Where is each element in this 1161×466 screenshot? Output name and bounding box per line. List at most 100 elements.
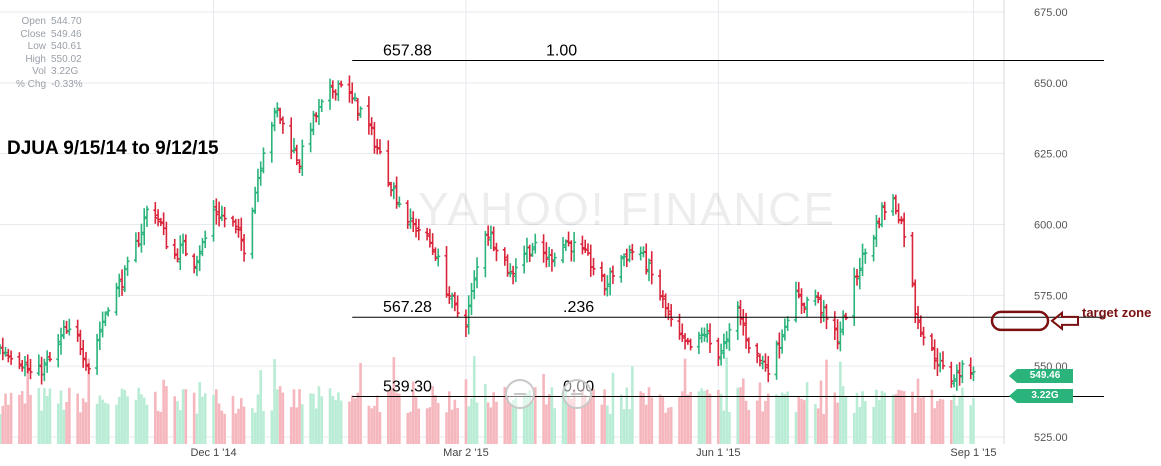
ohlc-bar: [391, 182, 396, 200]
volume-bar: [445, 412, 448, 444]
ohlc-bar: [513, 258, 518, 283]
volume-bar: [120, 388, 124, 444]
ohlc-bar: [436, 248, 441, 267]
volume-bar: [115, 404, 118, 444]
ohlc-bar: [816, 291, 821, 304]
volume-bar: [855, 392, 859, 444]
ohlc-bar: [125, 256, 130, 276]
ohlc-bar: [524, 237, 529, 263]
ohlc-bar: [960, 360, 965, 384]
volume-bar: [234, 413, 238, 444]
ohlc-bar: [580, 235, 585, 255]
volume-bar: [955, 405, 959, 444]
volume-bar: [664, 412, 667, 444]
ohlc-bar: [541, 234, 546, 263]
ohlc-bar: [17, 352, 22, 370]
target-zone-box: [990, 310, 1050, 332]
volume-bar: [603, 389, 606, 444]
ohlc-bar: [275, 102, 280, 118]
volume-bar: [178, 410, 182, 444]
ohlc-bar: [760, 355, 765, 370]
ohlc-bar: [622, 253, 627, 267]
ohlc-bar: [910, 231, 915, 288]
volume-bar: [547, 394, 551, 444]
ohlc-bar: [857, 257, 862, 290]
volume-bar: [592, 388, 595, 444]
ohlc-bar: [563, 239, 568, 252]
volume-bar: [4, 393, 7, 444]
ohlc-bar: [766, 355, 771, 383]
volume-bar: [728, 411, 731, 444]
ohlc-bar: [369, 117, 374, 136]
ohlc-bar: [47, 351, 52, 362]
ohlc-bar: [660, 290, 665, 308]
ohlc-bar: [860, 243, 865, 277]
volume-bar: [761, 411, 765, 444]
volume-bar: [825, 359, 828, 444]
y-tick-label: 525.00: [1034, 432, 1068, 444]
ohlc-bar: [605, 275, 610, 297]
volume-bar: [669, 406, 673, 444]
y-tick-label: 650.00: [1034, 78, 1068, 90]
volume-bar: [464, 379, 468, 444]
ohlc-bar: [139, 223, 144, 253]
volume-bar: [184, 389, 188, 444]
ohlc-bar: [813, 289, 818, 306]
volume-bar: [256, 394, 260, 444]
zoom-out-button[interactable]: [505, 379, 535, 409]
volume-bar: [739, 387, 742, 444]
volume-bar: [436, 402, 440, 444]
volume-bar: [334, 400, 337, 444]
ohlc-bar: [721, 333, 726, 359]
volume-bar: [448, 391, 451, 444]
ohlc-bar: [968, 357, 973, 380]
ohlc-bar: [314, 112, 319, 123]
volume-bar: [314, 408, 318, 444]
volume-bar: [145, 404, 149, 444]
volume-bar: [337, 392, 340, 444]
volume-bar: [328, 388, 332, 444]
x-tick-label: Jun 1 '15: [696, 447, 740, 459]
volume-bar: [270, 410, 274, 444]
ohlc-stats-panel: Open 544.70 Close 549.46 Low 540.61 High 550…: [0, 16, 83, 91]
ohlc-bar: [863, 248, 868, 264]
volume-bar: [564, 388, 568, 444]
ohlc-bar: [483, 230, 488, 278]
volume-bar: [367, 405, 371, 444]
ohlc-bar: [793, 281, 798, 323]
zoom-reset-button[interactable]: [562, 379, 592, 409]
volume-bar: [719, 393, 723, 444]
volume-bar: [622, 409, 626, 444]
ohlc-bar: [716, 337, 721, 367]
volume-bar: [916, 378, 920, 444]
ohlc-bar: [491, 226, 496, 252]
volume-bar: [725, 357, 728, 444]
ohlc-bar: [486, 225, 491, 246]
ohlc-bar: [197, 245, 202, 272]
volume-bar: [911, 391, 914, 444]
ohlc-bar: [855, 269, 860, 286]
volume-bar: [747, 410, 751, 444]
ohlc-bar: [217, 201, 222, 227]
yahoo-finance-watermark: YAHOO! FINANCE: [418, 183, 837, 235]
ohlc-bar: [297, 159, 302, 173]
ohlc-bar: [280, 116, 285, 134]
volume-bar: [425, 408, 429, 444]
ohlc-bar: [255, 168, 260, 203]
volume-bar: [414, 397, 418, 444]
volume-bar: [717, 389, 720, 444]
ohlc-bar: [45, 350, 50, 373]
volume-bar: [783, 394, 787, 444]
ohlc-bar: [366, 96, 371, 135]
ohlc-bar: [913, 279, 918, 324]
ohlc-bar: [724, 331, 729, 350]
ohlc-bar: [339, 80, 344, 88]
volume-bar: [961, 387, 964, 444]
ohlc-bar: [430, 233, 435, 256]
volume-bar: [162, 379, 165, 444]
ohlc-bar: [106, 307, 111, 317]
volume-bar: [289, 407, 293, 444]
ohlc-bar: [9, 350, 14, 365]
volume-bar: [154, 391, 157, 444]
